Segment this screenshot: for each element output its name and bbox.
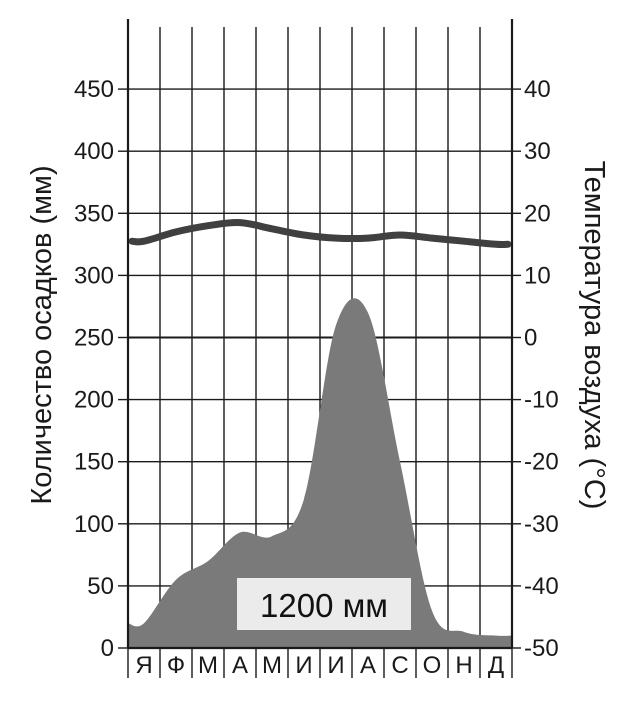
month-label: Ф bbox=[167, 652, 185, 679]
right-tick-label: -30 bbox=[524, 511, 559, 538]
month-label: М bbox=[262, 652, 282, 679]
right-tick-label: -20 bbox=[524, 449, 559, 476]
left-tick-label: 0 bbox=[101, 635, 114, 662]
right-tick-label: -10 bbox=[524, 387, 559, 414]
right-axis-ticks: -50 -40 -30 -20 -10 0 10 20 30 40 bbox=[512, 76, 559, 662]
right-tick-label: 30 bbox=[524, 138, 551, 165]
month-label: А bbox=[360, 652, 376, 679]
right-axis-title: Температура воздуха (°С) bbox=[578, 161, 610, 510]
right-tick-label: 40 bbox=[524, 76, 551, 103]
left-tick-label: 150 bbox=[74, 449, 114, 476]
month-label: М bbox=[198, 652, 218, 679]
right-tick-label: 10 bbox=[524, 262, 551, 289]
month-label: С bbox=[391, 652, 408, 679]
left-axis-ticks: 0 50 100 150 200 250 300 350 400 450 bbox=[74, 76, 128, 662]
total-precipitation-label: 1200 мм bbox=[260, 587, 388, 624]
precipitation-layer bbox=[128, 298, 512, 648]
total-label-box bbox=[237, 578, 411, 630]
month-label: Н bbox=[455, 652, 472, 679]
left-tick-label: 250 bbox=[74, 325, 114, 352]
left-tick-label: 400 bbox=[74, 138, 114, 165]
left-tick-label: 50 bbox=[87, 573, 114, 600]
left-axis-title: Количество осадков (мм) bbox=[26, 165, 58, 504]
left-tick-label: 350 bbox=[74, 200, 114, 227]
left-tick-label: 300 bbox=[74, 262, 114, 289]
month-label: Д bbox=[488, 652, 504, 679]
left-tick-label: 200 bbox=[74, 387, 114, 414]
month-label: А bbox=[232, 652, 248, 679]
month-label: Я bbox=[135, 652, 152, 679]
right-tick-label: -50 bbox=[524, 635, 559, 662]
right-tick-label: 20 bbox=[524, 200, 551, 227]
month-label: И bbox=[295, 652, 312, 679]
left-tick-label: 100 bbox=[74, 511, 114, 538]
left-tick-label: 450 bbox=[74, 76, 114, 103]
right-tick-label: 0 bbox=[524, 325, 537, 352]
month-label: И bbox=[327, 652, 344, 679]
month-label: О bbox=[423, 652, 442, 679]
temperature-line bbox=[128, 219, 512, 249]
temperature-layer bbox=[128, 219, 512, 249]
total-label-layer: 1200 мм bbox=[237, 578, 411, 630]
precipitation-area bbox=[128, 298, 512, 648]
right-tick-label: -40 bbox=[524, 573, 559, 600]
